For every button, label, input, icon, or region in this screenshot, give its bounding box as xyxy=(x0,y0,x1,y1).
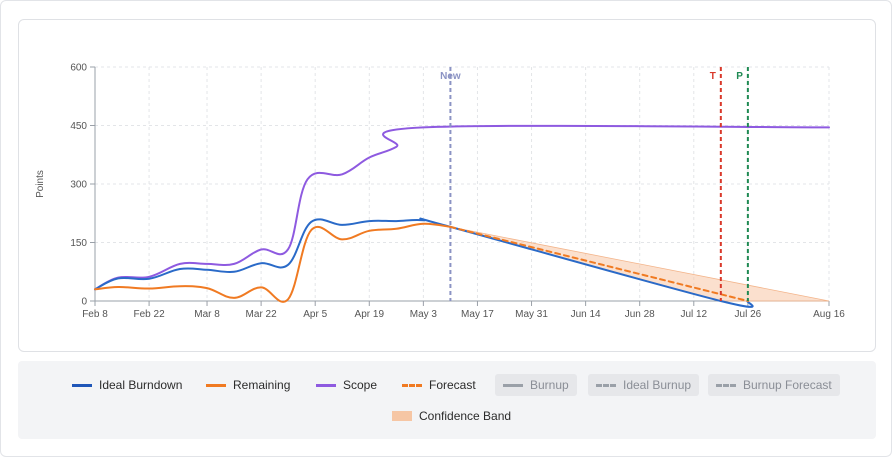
x-tick-label: Jul 26 xyxy=(735,309,762,320)
x-tick-label: Jun 14 xyxy=(571,309,601,320)
legend-item-remaining[interactable]: Remaining xyxy=(206,374,290,396)
marker-label-new: New xyxy=(440,71,461,82)
legend-swatch-burnup-forecast xyxy=(716,383,736,387)
legend-swatch-confidence-band xyxy=(392,411,412,421)
grid xyxy=(94,66,830,302)
legend-swatch-ideal-burnup xyxy=(596,383,616,387)
x-tick-label: May 3 xyxy=(410,309,438,320)
x-tick-label: May 17 xyxy=(461,309,494,320)
legend-label: Ideal Burndown xyxy=(99,378,183,392)
legend-label: Ideal Burnup xyxy=(623,378,692,392)
legend-item-scope[interactable]: Scope xyxy=(316,374,377,396)
x-tick-label: Mar 22 xyxy=(246,309,278,320)
legend-label: Confidence Band xyxy=(419,409,512,423)
legend-swatch-forecast xyxy=(402,383,422,387)
legend-item-burnup-forecast[interactable]: Burnup Forecast xyxy=(708,374,840,396)
legend-label: Forecast xyxy=(429,378,476,392)
series-forecast xyxy=(449,225,749,302)
marker-label-t: T xyxy=(710,71,716,82)
y-tick-label: 0 xyxy=(81,297,87,308)
x-tick-label: Aug 16 xyxy=(813,309,845,320)
x-tick-label: Apr 19 xyxy=(355,309,385,320)
legend-panel: Ideal Burndown Remaining Scope Forecast … xyxy=(18,361,876,439)
legend-swatch-scope xyxy=(316,383,336,387)
y-tick-label: 600 xyxy=(70,63,87,74)
legend-swatch-burnup xyxy=(503,383,523,387)
y-tick-label: 450 xyxy=(70,121,87,132)
series-ideal-burndown xyxy=(94,217,754,308)
x-tick-label: Jul 12 xyxy=(680,309,707,320)
x-tick-label: Feb 8 xyxy=(82,309,108,320)
legend-item-ideal-burndown[interactable]: Ideal Burndown xyxy=(72,374,182,396)
legend-swatch-ideal-burndown xyxy=(72,383,92,387)
legend-swatch-remaining xyxy=(206,383,226,387)
x-tick-label: Jun 28 xyxy=(625,309,655,320)
y-tick-label: 300 xyxy=(70,180,87,191)
burndown-chart: 0 150 300 450 600 Feb 8 Feb 22 Mar 8 Mar 22 Apr 5… xyxy=(35,63,845,321)
marker-label-p: P xyxy=(736,71,743,82)
x-tick-label: May 31 xyxy=(515,309,548,320)
y-axis-label: Points xyxy=(35,170,46,198)
series-remaining xyxy=(94,222,452,303)
series-scope xyxy=(94,124,830,291)
x-tick-label: Apr 5 xyxy=(303,309,327,320)
legend-label: Burnup xyxy=(530,378,569,392)
legend-item-ideal-burnup[interactable]: Ideal Burnup xyxy=(588,374,700,396)
x-tick-label: Feb 22 xyxy=(134,309,166,320)
legend-item-forecast[interactable]: Forecast xyxy=(402,374,476,396)
legend-item-confidence-band[interactable]: Confidence Band xyxy=(392,405,511,427)
x-tick-label: Mar 8 xyxy=(194,309,220,320)
legend-label: Burnup Forecast xyxy=(743,378,832,392)
legend-label: Scope xyxy=(343,378,378,392)
y-tick-label: 150 xyxy=(70,238,87,249)
legend-label: Remaining xyxy=(233,378,291,392)
chart-card: 0 150 300 450 600 Feb 8 Feb 22 Mar 8 Mar 22 Apr 5… xyxy=(18,19,876,352)
legend-item-burnup[interactable]: Burnup xyxy=(495,374,577,396)
